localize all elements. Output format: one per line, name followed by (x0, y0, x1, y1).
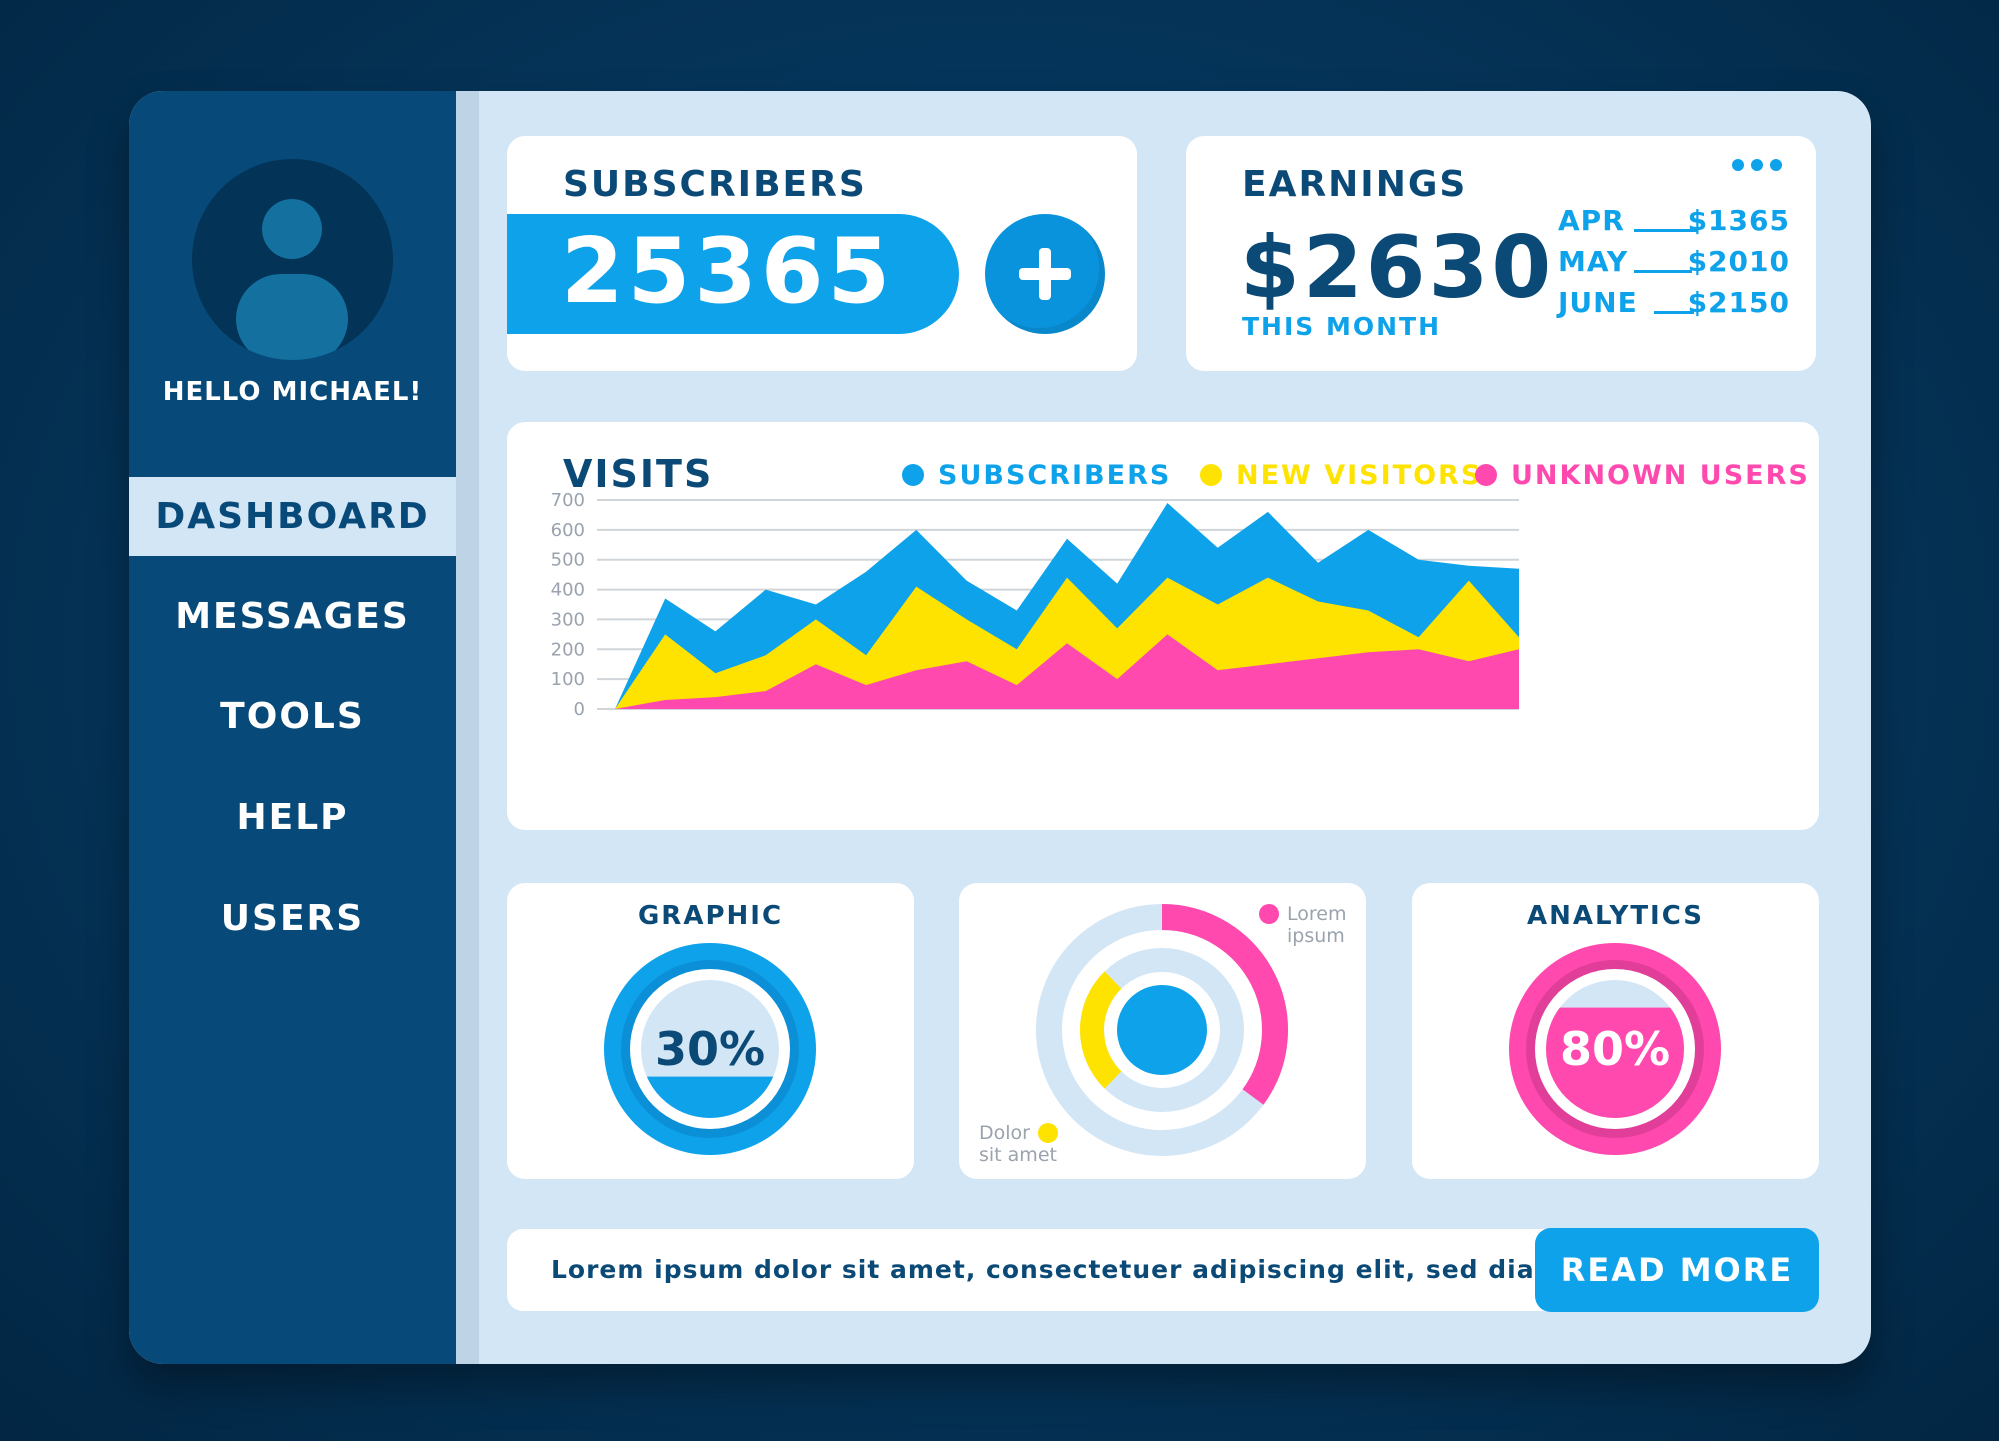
more-dots-icon[interactable] (1725, 156, 1782, 175)
add-subscriber-button[interactable] (985, 214, 1105, 334)
y-tick-label: 200 (551, 639, 585, 660)
donut-label-line: sit amet (979, 1144, 1057, 1166)
visits-title: VISITS (563, 452, 714, 496)
donut-legend-dot (1259, 904, 1279, 924)
subscribers-pill (507, 214, 959, 334)
earnings-amount: $1365 (1687, 204, 1790, 237)
donut-label-line: Lorem (1287, 903, 1347, 925)
donut-center (1117, 985, 1207, 1075)
nav-item-tools[interactable]: TOOLS (220, 696, 365, 737)
earnings-month: JUNE (1558, 286, 1638, 319)
earnings-month: MAY (1558, 245, 1629, 278)
graphic-card: GRAPHIC 30% (507, 883, 914, 1179)
read-more-button[interactable]: READ MORE (1535, 1228, 1819, 1312)
analytics-title: ANALYTICS (1526, 901, 1705, 931)
y-tick-label: 500 (551, 550, 585, 571)
earnings-amount: $2150 (1687, 286, 1790, 319)
earnings-title: EARNINGS (1242, 164, 1468, 205)
earnings-caption: THIS MONTH (1242, 312, 1442, 341)
legend-subscribers[interactable]: SUBSCRIBERS (902, 460, 1171, 491)
donut-label-line: Dolor (979, 1122, 1030, 1144)
legend-dot (902, 464, 924, 486)
plus-icon (1019, 248, 1071, 300)
legend-dot (1200, 464, 1222, 486)
footer-text: Lorem ipsum dolor sit amet, consectetuer… (551, 1255, 1594, 1284)
visits-chart: 0 100 200 300 400 500 600 700 (551, 490, 1519, 720)
area-series-unknown-users (615, 634, 1519, 709)
donut-label-lorem: Lorem ipsum (1287, 903, 1346, 947)
y-tick-label: 400 (551, 580, 585, 601)
y-tick-label: 100 (551, 669, 585, 690)
legend-new-visitors[interactable]: NEW VISITORS (1200, 460, 1482, 491)
earnings-amount: $2010 (1687, 245, 1790, 278)
earnings-row-apr: APR $1365 (1558, 204, 1790, 238)
earnings-row-may: MAY $2010 (1558, 245, 1790, 279)
subscribers-title: SUBSCRIBERS (563, 164, 867, 205)
legend-label: SUBSCRIBERS (938, 460, 1172, 491)
donut-pink-arc (1161, 904, 1288, 1105)
analytics-gauge: 80% (1509, 943, 1721, 1155)
earnings-leader-line (1654, 311, 1694, 314)
analytics-card: ANALYTICS 80% (1412, 883, 1819, 1179)
dashboard-window: HELLO MICHAEL! DASHBOARD MESSAGES TOOLS … (129, 91, 1871, 1364)
donut-legend-dot (1038, 1123, 1058, 1143)
graphic-title: GRAPHIC (637, 901, 784, 931)
earnings-leader-line (1634, 270, 1692, 273)
donut-label-line: ipsum (1287, 925, 1345, 947)
donut-label-dolor: Dolor sit amet (979, 1122, 1057, 1166)
donut-yellow-arc (1080, 971, 1122, 1089)
earnings-leader-line (1634, 229, 1698, 232)
nav-item-help[interactable]: HELP (236, 797, 349, 838)
analytics-percent: 80% (1560, 1022, 1670, 1076)
donut-card: Lorem ipsum Dolor sit amet (959, 883, 1366, 1179)
user-icon (236, 199, 348, 360)
earnings-card: EARNINGS $2630 THIS MONTH APR $1365 MAY … (1186, 136, 1816, 371)
read-more-bar: Lorem ipsum dolor sit amet, consectetuer… (507, 1228, 1819, 1312)
y-tick-label: 600 (551, 520, 585, 541)
earnings-row-june: JUNE $2150 (1558, 286, 1790, 320)
greeting-text: HELLO MICHAEL! (162, 377, 423, 407)
sidebar-divider (456, 91, 479, 1364)
legend-label: UNKNOWN USERS (1511, 460, 1810, 491)
earnings-month: APR (1558, 204, 1625, 237)
visits-card: VISITS SUBSCRIBERS NEW VISITORS UNKNOWN … (507, 422, 1819, 830)
subscribers-card: SUBSCRIBERS 25365 (507, 136, 1137, 371)
donut-chart (1036, 904, 1288, 1156)
avatar[interactable] (192, 159, 393, 360)
legend-label: NEW VISITORS (1236, 460, 1483, 491)
earnings-value: $2630 (1240, 218, 1555, 318)
nav-item-dashboard[interactable]: DASHBOARD (129, 477, 456, 556)
nav-item-messages[interactable]: MESSAGES (175, 596, 410, 637)
nav-item-users[interactable]: USERS (220, 898, 365, 939)
gauge-fill (1546, 1007, 1684, 1118)
y-tick-label: 0 (574, 699, 585, 720)
y-tick-label: 700 (551, 490, 585, 511)
legend-unknown-users[interactable]: UNKNOWN USERS (1475, 460, 1810, 491)
graphic-gauge: 30% (604, 943, 816, 1155)
y-tick-label: 300 (551, 609, 585, 630)
legend-dot (1475, 464, 1497, 486)
graphic-percent: 30% (655, 1022, 765, 1076)
subscribers-count: 25365 (561, 219, 895, 324)
sidebar: HELLO MICHAEL! DASHBOARD MESSAGES TOOLS … (129, 91, 456, 1364)
